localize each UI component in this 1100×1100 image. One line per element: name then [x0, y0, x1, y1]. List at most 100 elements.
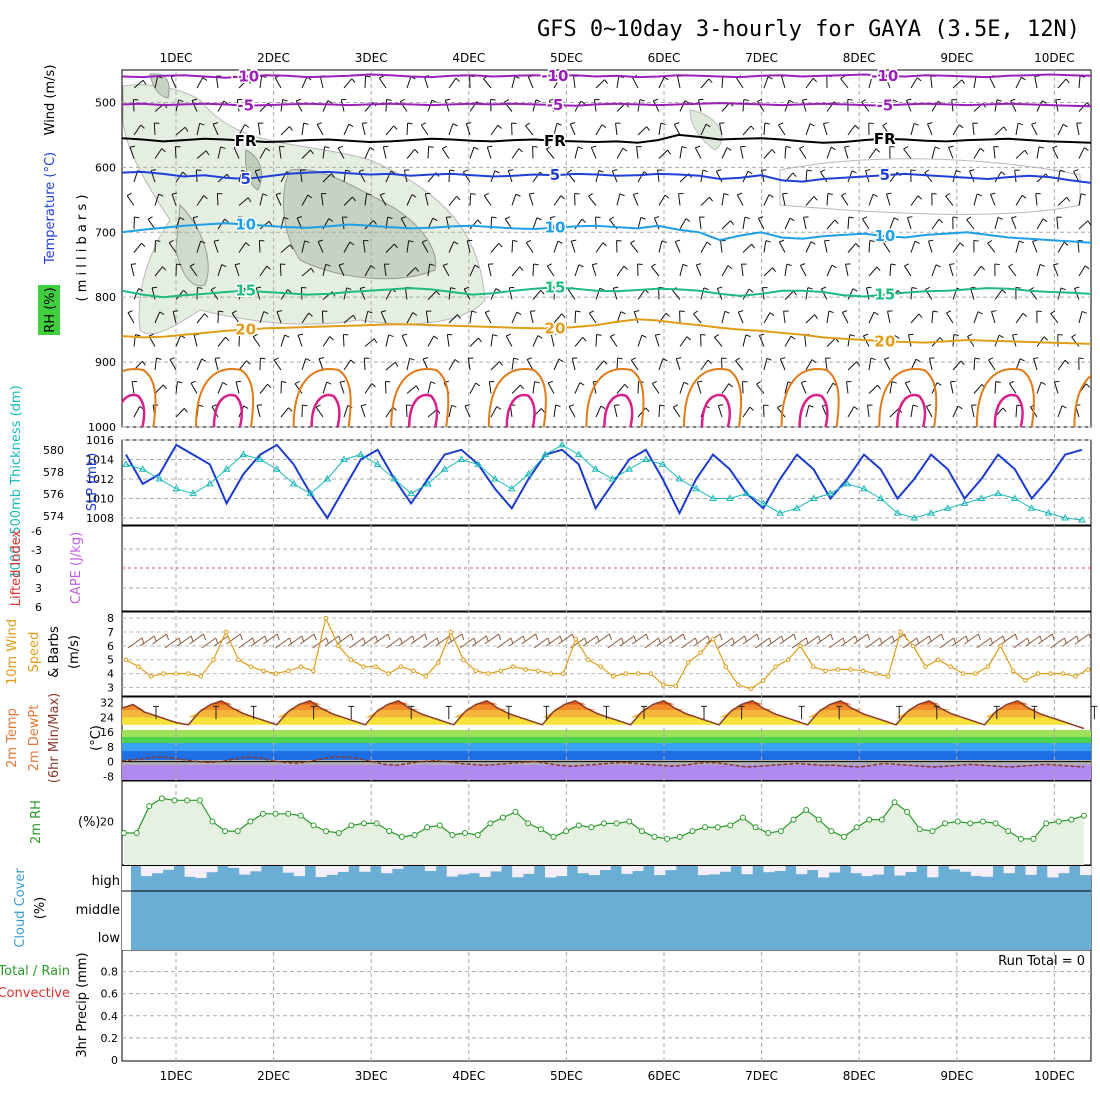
wind-barb-flag	[1033, 357, 1039, 360]
wind-barb-flag	[317, 239, 324, 243]
wind-barb	[175, 99, 180, 112]
wind-barb-flag	[147, 216, 153, 220]
wind-barb	[464, 405, 471, 418]
wind-barb	[949, 264, 954, 277]
wind10-barb	[1013, 637, 1028, 649]
wind-barb-flag	[457, 314, 461, 319]
wind-barb	[826, 337, 836, 347]
wind-barb	[952, 79, 963, 89]
wind10-barb	[127, 637, 143, 649]
wind-barb-flag	[961, 79, 966, 85]
rh2m-marker	[1055, 818, 1062, 825]
wind-barb	[910, 241, 916, 253]
temp-contour-25	[585, 368, 645, 427]
rh2m-marker	[247, 818, 254, 825]
cloud-high-bar	[1047, 866, 1059, 878]
wind-barb	[385, 243, 395, 253]
wind-barb-flag	[394, 362, 399, 367]
temp-contour-label: 10	[874, 227, 895, 245]
temp-contour-FR	[122, 133, 1091, 144]
wind-barb	[278, 146, 282, 159]
wind-barb	[132, 99, 135, 112]
wind-barb	[172, 311, 177, 324]
wind-barb	[405, 404, 408, 418]
wind10-marker	[710, 636, 716, 642]
wind-barb-flag	[936, 382, 942, 386]
wind-barb	[384, 381, 387, 394]
wind-barb	[532, 335, 539, 347]
wind-barb	[994, 171, 1002, 183]
temp2m-tick: -8	[103, 770, 114, 783]
wind-barb-flag	[955, 169, 961, 173]
wind-barb-flag	[497, 124, 502, 129]
wind-barb	[658, 358, 664, 371]
wind-barb-flag	[820, 169, 826, 173]
date-label-top: 3DEC	[355, 51, 388, 65]
temp2m-tick: 8	[107, 741, 114, 754]
temp-contour-label: 15	[545, 278, 566, 296]
wind-barb	[343, 123, 350, 136]
wind10-marker	[660, 682, 666, 687]
wind-barb-flag	[934, 146, 940, 150]
wind-barb-flag	[310, 268, 315, 273]
wind-barb	[735, 360, 744, 371]
wind-barb-flag	[844, 145, 850, 148]
thickness-marker	[759, 499, 768, 506]
wind10-marker	[336, 643, 341, 649]
thickness-marker	[390, 475, 399, 482]
wind-barb	[588, 195, 597, 206]
rh2m-marker	[424, 824, 431, 831]
cloud-high-bar	[861, 866, 873, 877]
wind10-barb	[951, 635, 967, 647]
wind-barb-flag	[831, 264, 837, 269]
wind-barb	[469, 337, 479, 347]
wind10-marker	[560, 671, 566, 676]
wind-barb-flag	[645, 407, 650, 412]
rh2m-marker	[411, 831, 418, 838]
wind-barb	[1057, 78, 1067, 89]
wind-barb	[191, 100, 198, 112]
wind-barb-flag	[155, 240, 161, 242]
wind-barb-flag	[505, 333, 512, 337]
wind-barb-flag	[912, 404, 918, 408]
date-label-top: 8DEC	[843, 51, 876, 65]
wind-barb-flag	[792, 172, 797, 178]
wind-barb	[525, 242, 534, 253]
wind-barb-flag	[162, 384, 167, 390]
thickness-marker	[893, 509, 902, 516]
thickness-tick: 578	[43, 466, 64, 479]
wind-barb	[343, 405, 349, 418]
cloud-high-bar	[774, 866, 786, 871]
wind-barb-flag	[370, 265, 376, 269]
wind-barb	[301, 123, 305, 136]
wind-barb	[1015, 76, 1022, 89]
wind-barb	[574, 382, 581, 394]
wind-barb-flag	[294, 380, 300, 385]
wind10-barb	[521, 633, 536, 645]
thickness-line	[125, 444, 1083, 521]
wind-barb-flag	[140, 124, 145, 129]
wind-barb	[448, 359, 456, 371]
wind-barb-flag	[212, 122, 219, 125]
wind-barb	[362, 240, 366, 253]
wind-barb	[700, 287, 705, 300]
wind-barb	[1057, 123, 1064, 136]
wind-barb-flag	[283, 216, 289, 220]
wind-barb-flag	[463, 286, 470, 290]
date-label-top: 5DEC	[550, 51, 583, 65]
wind10-barb	[1050, 637, 1065, 649]
wind-barb-flag	[1024, 150, 1029, 155]
wind10-barb-flag	[350, 633, 354, 641]
rh2m-marker	[449, 831, 456, 838]
label-slp: SLP (mb)	[85, 453, 100, 512]
wind-barb-flag	[685, 218, 691, 223]
wind-barb	[175, 381, 178, 394]
wind-barb	[719, 123, 723, 136]
wind10-barb	[398, 635, 413, 647]
wind-barb	[343, 78, 353, 89]
wind-barb-flag	[641, 334, 647, 338]
wind10-barb-flag	[535, 633, 539, 641]
wind-barb	[1036, 218, 1044, 230]
wind-barb	[763, 312, 771, 324]
wind-barb	[320, 193, 324, 206]
